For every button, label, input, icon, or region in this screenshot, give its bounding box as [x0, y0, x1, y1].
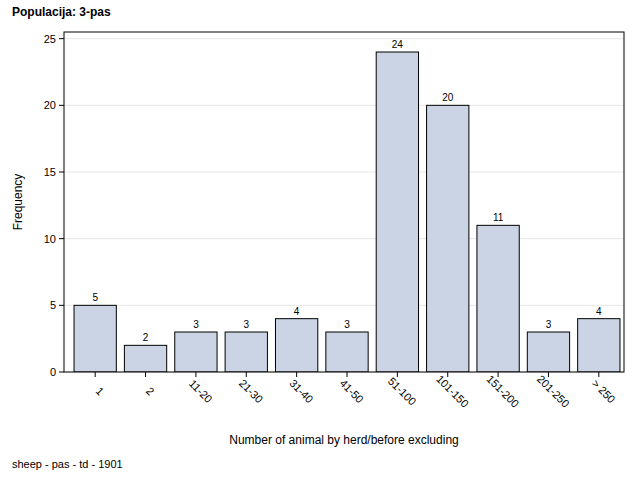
title: Populacija: 3-pas	[12, 5, 111, 19]
data-label: 4	[596, 306, 602, 317]
data-label: 3	[546, 319, 552, 330]
x-tick-label: 51-100	[386, 375, 419, 408]
x-tick-label: 2	[144, 385, 157, 398]
data-label: 3	[243, 319, 249, 330]
x-tick-label: 1	[94, 385, 107, 398]
bar	[225, 332, 267, 372]
chart: Populacija: 3-pas05101520255233432420113…	[0, 0, 640, 480]
bar	[427, 105, 469, 372]
bar	[175, 332, 217, 372]
y-tick-label: 5	[50, 299, 56, 311]
x-tick	[95, 372, 96, 377]
y-tick-label: 20	[44, 99, 56, 111]
x-tick-label: 41-50	[338, 377, 366, 405]
data-label: 24	[392, 39, 404, 50]
bar	[326, 332, 368, 372]
data-label: 4	[294, 306, 300, 317]
y-tick	[59, 238, 64, 239]
x-axis-label: Number of animal by herd/before excludin…	[229, 433, 458, 447]
y-tick-label: 25	[44, 33, 56, 45]
grid-line	[64, 305, 624, 306]
bar	[376, 52, 418, 372]
x-tick-label: 21-30	[237, 377, 265, 405]
grid-line	[64, 238, 624, 239]
bar	[578, 319, 620, 372]
bar	[477, 225, 519, 372]
grid-line	[64, 172, 624, 173]
y-tick	[59, 172, 64, 173]
y-tick-label: 15	[44, 166, 56, 178]
data-label: 11	[493, 212, 504, 223]
y-tick-label: 10	[44, 233, 56, 245]
grid-line	[64, 105, 624, 106]
x-tick-label: 201-250	[535, 373, 572, 410]
data-label: 3	[344, 319, 350, 330]
x-tick-label: > 250	[590, 377, 618, 405]
grid-line	[64, 38, 624, 39]
background	[0, 0, 640, 480]
x-tick-label: 31-40	[287, 377, 315, 405]
x-tick-label: 11-20	[187, 377, 215, 405]
bar	[124, 345, 166, 372]
y-tick	[59, 305, 64, 306]
bar	[74, 305, 116, 372]
y-axis-label: Frequency	[11, 174, 25, 231]
y-tick	[59, 105, 64, 106]
bars	[74, 52, 620, 372]
x-tick-label: 151-200	[484, 373, 521, 410]
bar	[275, 319, 317, 372]
footnote: sheep - pas - td - 1901	[12, 458, 123, 470]
y-tick	[59, 38, 64, 39]
data-label: 5	[92, 292, 98, 303]
y-tick	[59, 372, 64, 373]
plot-frame	[64, 32, 624, 372]
y-tick-label: 0	[50, 366, 56, 378]
x-tick-label: 101-150	[434, 373, 471, 410]
data-label: 2	[143, 332, 149, 343]
x-tick	[145, 372, 146, 377]
bar	[527, 332, 569, 372]
data-label: 3	[193, 319, 199, 330]
data-label: 20	[442, 92, 454, 103]
